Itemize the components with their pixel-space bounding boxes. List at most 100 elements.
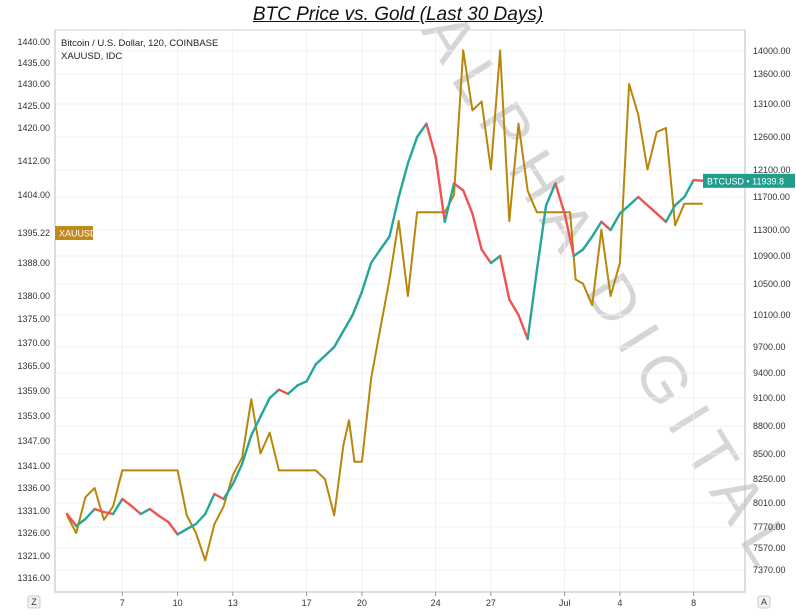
btc-candle-down (462, 189, 474, 215)
btc-candle-down (471, 212, 483, 251)
left-current-value: 1395.22 (17, 228, 50, 238)
btc-candle-up (314, 354, 327, 366)
left-tick-label: 1365.00 (17, 361, 50, 371)
btcusd-tag-label: BTCUSD • 11939.8 (707, 176, 784, 186)
legend-entry: XAUUSD, IDC (61, 51, 122, 62)
btc-candle-up (379, 235, 391, 251)
right-tick-label: 11700.00 (753, 192, 790, 202)
right-tick-label: 9400.00 (753, 368, 786, 378)
btc-candle-up (111, 497, 124, 516)
btc-candle-up (572, 248, 585, 258)
btc-candle-up (323, 345, 336, 357)
btc-candle-up (664, 204, 677, 224)
btc-candle-down (517, 313, 529, 341)
left-tick-label: 1440.00 (17, 37, 50, 47)
btc-candle-up (342, 313, 354, 333)
btc-candle-down (102, 510, 115, 516)
btc-candle-up (305, 363, 317, 383)
btc-candle-up (259, 396, 271, 418)
btcusd-tag (703, 173, 795, 188)
x-tick-label: 27 (486, 598, 496, 608)
btc-candle-down (130, 504, 142, 516)
btc-candle-up (194, 512, 207, 526)
right-tick-label: 7770.00 (753, 522, 786, 532)
right-tick-label: 7570.00 (753, 543, 786, 553)
left-tick-label: 1388.00 (17, 258, 50, 268)
btc-candle-down (498, 254, 511, 301)
left-tick-label: 1404.00 (17, 190, 50, 200)
btc-candle-up (673, 195, 686, 207)
btc-candle-up (240, 434, 253, 466)
btc-candle-up (231, 462, 244, 486)
legend: Bitcoin / U.S. Dollar, 120, COINBASE XAUU… (61, 38, 218, 62)
x-tick-label: Jul (559, 598, 571, 608)
btc-candle-down (121, 497, 133, 508)
left-tick-label: 1331.00 (17, 506, 50, 516)
x-tick-label: 20 (357, 598, 367, 608)
btc-candle-up (296, 380, 308, 387)
btc-candle-down (425, 122, 437, 159)
btc-candle-up (535, 204, 548, 272)
left-tick-label: 1341.00 (17, 461, 50, 471)
grid (55, 30, 745, 592)
btc-candle-up (84, 507, 96, 521)
left-tick-label: 1430.00 (17, 79, 50, 89)
btc-candle-up (544, 182, 557, 207)
gold-series (66, 49, 703, 562)
right-tick-label: 9700.00 (753, 342, 786, 352)
btc-candle-up (443, 182, 456, 224)
corner-box-left (27, 595, 41, 609)
corner-label-right: A (761, 597, 767, 607)
btc-candle-up (609, 212, 622, 232)
x-tick-label: 7 (120, 598, 125, 608)
x-axis: 7 10 13 17 20 24 27 Jul 4 8 Z A (27, 591, 771, 609)
btc-candle-up (222, 482, 235, 501)
btc-candle-down (434, 155, 446, 224)
btc-candle-up (286, 384, 299, 395)
btc-candle-up (581, 235, 594, 251)
btc-candle-up (176, 527, 189, 536)
right-tick-label: 10500.00 (753, 279, 791, 289)
btc-candle-down (213, 492, 225, 501)
corner-box-right (757, 595, 771, 609)
right-tick-label: 10100.00 (753, 310, 791, 320)
btc-candle-down (65, 512, 78, 528)
btc-candle-up (627, 195, 640, 207)
btc-candle-up (683, 178, 695, 199)
btc-candle-up (591, 220, 603, 238)
btc-candle-up (250, 415, 262, 437)
left-current-value-bg (12, 227, 55, 239)
btc-candle-up (526, 268, 539, 341)
x-tick-label: 13 (228, 598, 238, 608)
chart-title: BTC Price vs. Gold (Last 30 Days) (252, 4, 544, 25)
left-tick-label: 1420.00 (17, 123, 50, 133)
left-tick-label: 1336.00 (17, 483, 50, 493)
btc-candle-up (185, 522, 198, 531)
x-tick-label: 17 (302, 598, 312, 608)
btc-candle-down (692, 178, 704, 183)
x-tick-label: 4 (617, 598, 622, 608)
left-tick-label: 1353.00 (17, 411, 50, 421)
left-axis: 1316.00 1321.00 1326.00 1331.00 1336.00 1341.… (17, 30, 56, 592)
left-tick-label: 1370.00 (17, 338, 50, 348)
left-tick-label: 1435.00 (17, 58, 50, 68)
right-tick-label: 13600.00 (753, 69, 791, 79)
btc-candle-down (167, 520, 179, 536)
btc-candle-up (333, 329, 345, 349)
btc-candle-down (554, 182, 566, 215)
right-tick-label: 7370.00 (753, 565, 786, 575)
btc-candle-up (203, 492, 216, 516)
btc-candle-down (646, 204, 658, 215)
left-tick-label: 1347.00 (17, 436, 50, 446)
btc-candle-up (351, 290, 364, 317)
right-tick-label: 14000.00 (753, 46, 791, 56)
btc-candle-up (369, 248, 382, 265)
btc-candle-up (618, 204, 631, 215)
btc-candle-up (397, 162, 410, 199)
x-tick-label: 24 (431, 598, 441, 608)
btc-candle-down (600, 220, 612, 232)
right-tick-label: 8010.00 (753, 498, 786, 508)
btc-candle-up (489, 254, 502, 265)
right-tick-label: 13100.00 (753, 99, 791, 109)
